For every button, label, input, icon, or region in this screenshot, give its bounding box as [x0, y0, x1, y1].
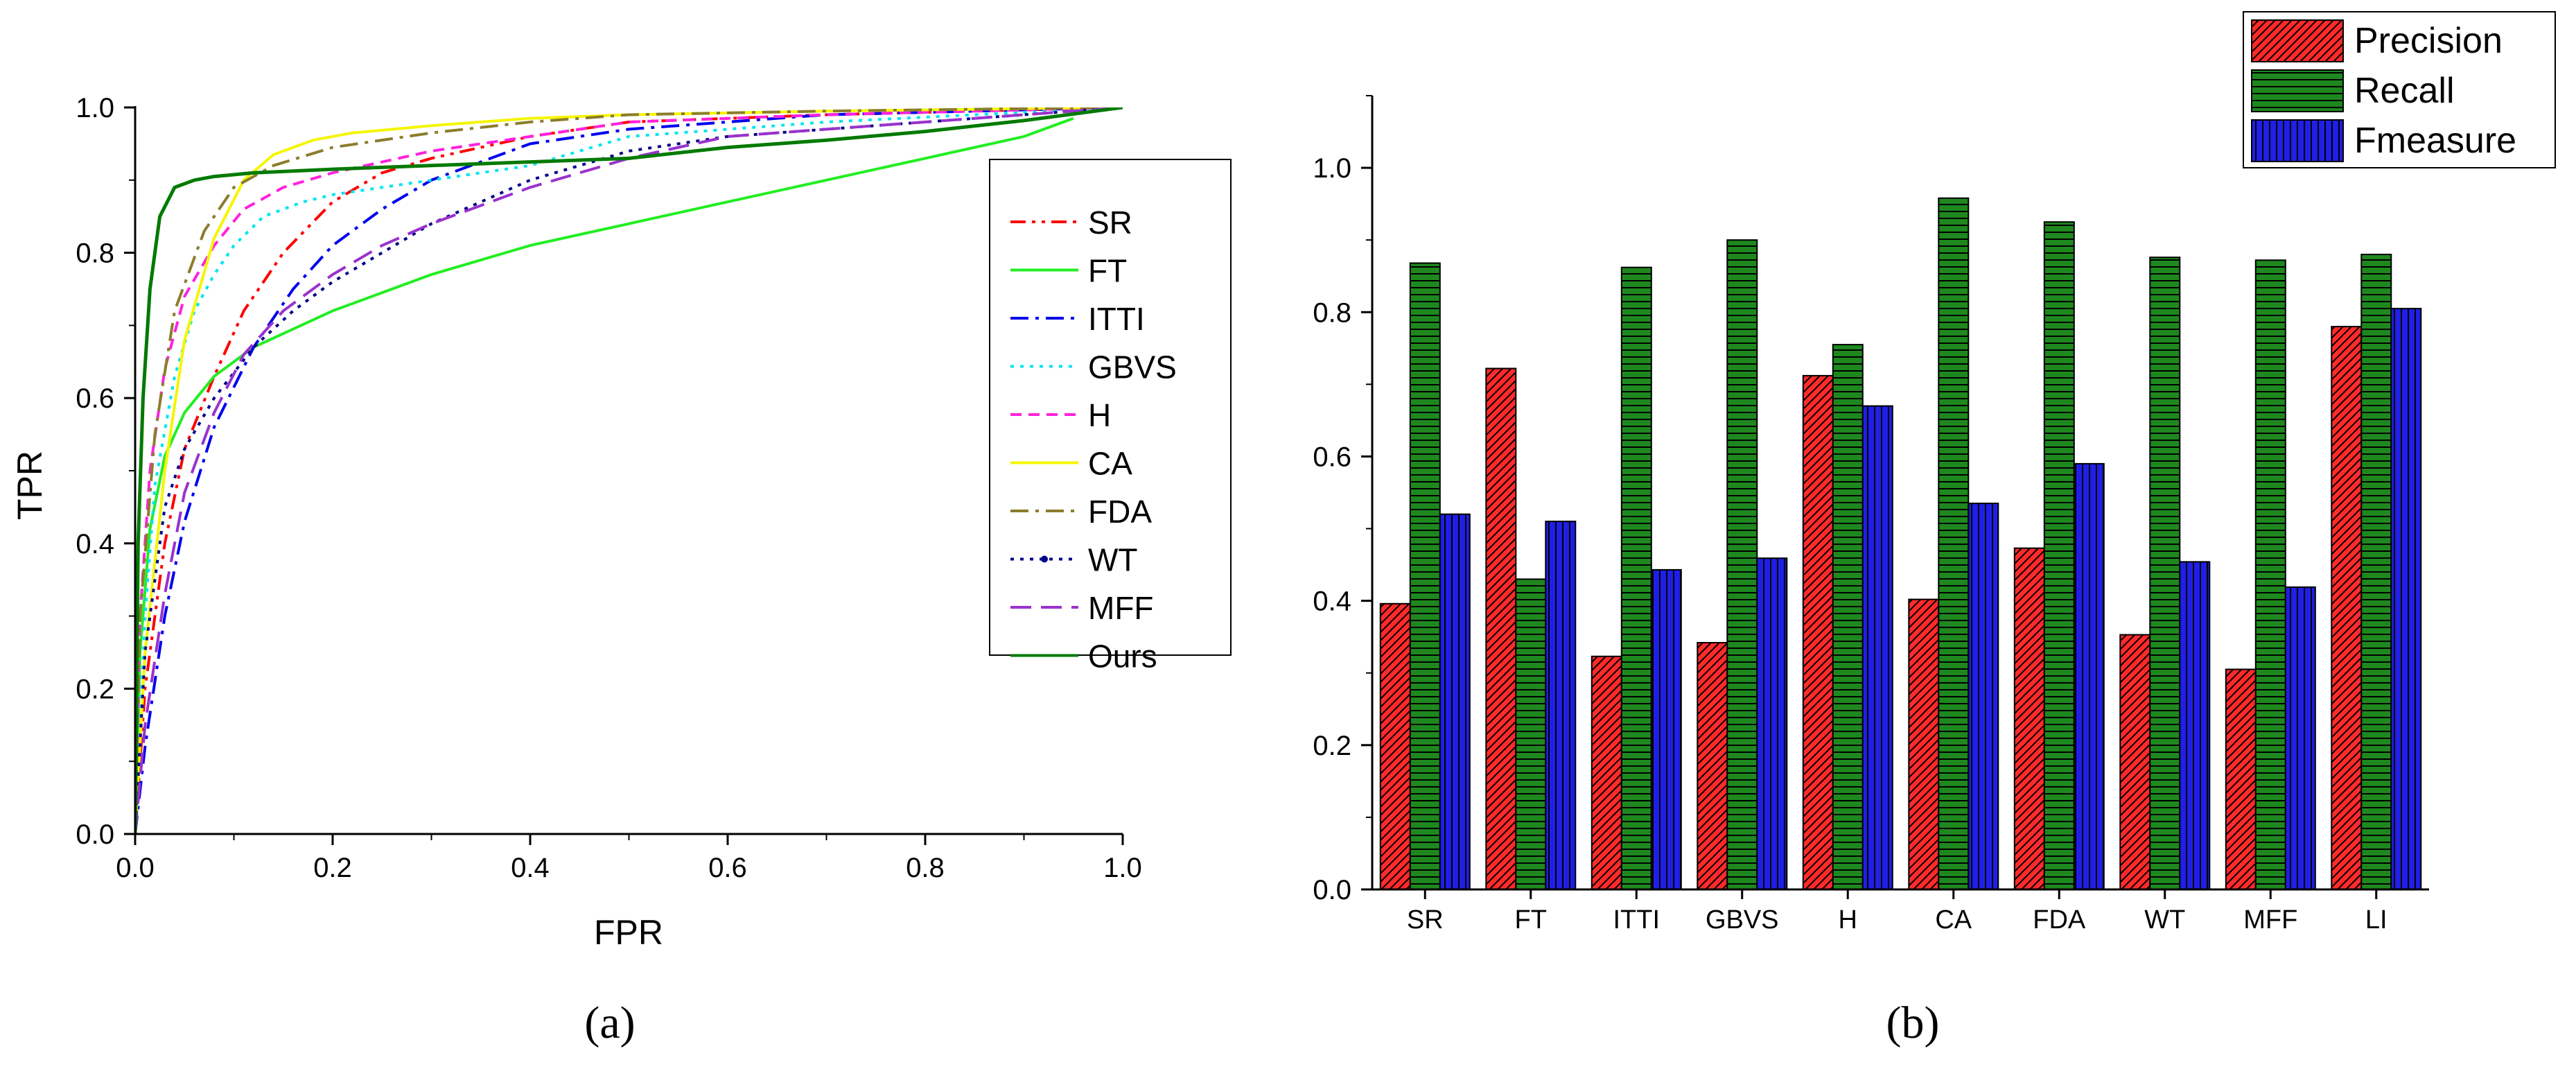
bar-precision-mff — [2225, 668, 2257, 890]
category-label-h: H — [1839, 905, 1857, 935]
y-tick-label: 0.2 — [76, 674, 114, 704]
bar-precision-ft — [1485, 367, 1517, 890]
bar-precision-ca — [1908, 598, 1940, 890]
bar-recall-ca — [1938, 197, 1970, 890]
y-tick-label: 0.8 — [76, 238, 114, 269]
y-tick-label: 0.6 — [76, 383, 114, 414]
bar-precision-fda — [2013, 547, 2045, 890]
legend-swatch-recall — [2251, 69, 2344, 112]
y-tick-label: 0.4 — [1313, 586, 1351, 617]
category-label-ft: FT — [1515, 905, 1547, 935]
y-tick-label: 0.2 — [1313, 731, 1351, 761]
series-line-mff — [135, 107, 1123, 835]
bar-precision-wt — [2119, 634, 2151, 890]
bar-recall-ft — [1515, 578, 1547, 891]
series-line-ours — [135, 107, 1123, 835]
y-tick-label: 0.4 — [76, 529, 114, 559]
y-tick-label: 0.6 — [1313, 442, 1351, 472]
series-line-gbvs — [135, 107, 1123, 835]
category-label-sr: SR — [1407, 905, 1444, 935]
x-tick-label: 0.8 — [906, 853, 945, 883]
bar-fmeasure-gbvs — [1756, 557, 1788, 890]
x-tick-label: 0.4 — [511, 853, 550, 883]
series-line-h — [135, 107, 1123, 835]
bar-recall-li — [2360, 254, 2392, 890]
bar-recall-wt — [2149, 257, 2181, 890]
legend-label-gbvs: GBVS — [1088, 349, 1177, 385]
roc-series-layer — [135, 107, 1123, 835]
bar-recall-h — [1832, 344, 1864, 891]
series-line-itti — [135, 107, 1123, 835]
bar-precision-sr — [1379, 602, 1411, 890]
legend-label-precision: Precision — [2354, 21, 2503, 61]
y-tick-label: 1.0 — [76, 93, 114, 123]
bar-recall-itti — [1620, 266, 1652, 890]
bar-recall-sr — [1409, 262, 1441, 890]
bar-fmeasure-ca — [1968, 503, 1999, 890]
y-tick-label: 1.0 — [1313, 153, 1351, 184]
bar-fmeasure-ft — [1545, 521, 1577, 890]
category-label-fda: FDA — [2033, 905, 2086, 935]
series-line-sr — [135, 107, 1123, 835]
legend-label-fda: FDA — [1088, 494, 1152, 530]
x-tick-label: 1.0 — [1103, 853, 1142, 883]
bar-precision-itti — [1591, 655, 1622, 890]
category-label-itti: ITTI — [1613, 905, 1660, 935]
bar-layer — [1379, 197, 2422, 891]
legend-label-recall: Recall — [2354, 71, 2455, 111]
bar-fmeasure-fda — [2073, 462, 2105, 890]
category-label-mff: MFF — [2243, 905, 2297, 935]
legend-label-ours: Ours — [1088, 638, 1157, 675]
bar-fmeasure-h — [1861, 405, 1893, 890]
category-label-li: LI — [2365, 905, 2387, 935]
legend-swatch-precision — [2251, 19, 2344, 62]
roc-chart: 0.0 0.2 0.4 0.6 0.8 1.0 0.0 0.2 0.4 0.6 0.8 1.0 FPR… — [10, 93, 1232, 1048]
category-label-gbvs: GBVS — [1706, 905, 1779, 935]
bar-fmeasure-wt — [2179, 561, 2211, 891]
bar-chart: 0.0 0.2 0.4 0.6 0.8 1.0 SR FT ITTI GBVS H CA FDA WT MF… — [1313, 11, 2556, 1048]
bar-fmeasure-sr — [1439, 513, 1471, 890]
series-line-ft — [135, 116, 1074, 835]
roc-legend: SR FT ITTI GBVS H CA FDA WT MFF Ours — [989, 159, 1232, 675]
legend-label-ft: FT — [1088, 253, 1127, 289]
series-line-fda — [135, 107, 1123, 835]
series-line-ca — [135, 107, 1123, 835]
legend-label-wt: WT — [1088, 542, 1138, 578]
bar-fmeasure-li — [2390, 308, 2422, 891]
y-tick-label: 0.0 — [76, 819, 114, 850]
x-tick-label: 0.2 — [313, 853, 352, 883]
series-line-wt — [135, 107, 1123, 835]
bar-precision-li — [2331, 326, 2363, 891]
category-label-ca: CA — [1935, 905, 1972, 935]
y-tick-label: 0.8 — [1313, 297, 1351, 328]
bar-axes: 0.0 0.2 0.4 0.6 0.8 1.0 SR FT ITTI GBVS H CA FDA WT MF… — [1313, 95, 2429, 935]
bar-recall-fda — [2043, 221, 2075, 890]
x-tick-label: 0.0 — [116, 853, 155, 883]
bar-precision-gbvs — [1697, 642, 1728, 890]
bar-fmeasure-itti — [1650, 568, 1682, 891]
legend-swatch-fmeasure — [2251, 119, 2344, 162]
bar-recall-mff — [2254, 259, 2286, 890]
panel-label-b: (b) — [1886, 998, 1940, 1048]
legend-label-fmeasure: Fmeasure — [2354, 121, 2516, 161]
x-tick-label: 0.6 — [708, 853, 747, 883]
legend-marker-wt — [1041, 555, 1048, 563]
x-axis-label: FPR — [594, 913, 663, 952]
legend-label-ca: CA — [1088, 446, 1132, 482]
bar-fmeasure-mff — [2284, 586, 2316, 891]
legend-label-h: H — [1088, 397, 1111, 433]
category-label-wt: WT — [2144, 905, 2185, 935]
legend-label-mff: MFF — [1088, 590, 1154, 626]
y-axis-label: TPR — [10, 451, 49, 520]
bar-legend: Precision Recall Fmeasure — [2243, 11, 2556, 168]
y-tick-label: 0.0 — [1313, 875, 1351, 905]
bar-precision-h — [1802, 374, 1834, 890]
legend-box — [989, 159, 1232, 656]
roc-axes: 0.0 0.2 0.4 0.6 0.8 1.0 0.0 0.2 0.4 0.6 0.8 1.0 — [76, 93, 1141, 883]
panel-label-a: (a) — [584, 998, 635, 1048]
bar-recall-gbvs — [1726, 239, 1758, 890]
legend-label-itti: ITTI — [1088, 301, 1145, 337]
legend-label-sr: SR — [1088, 205, 1132, 241]
